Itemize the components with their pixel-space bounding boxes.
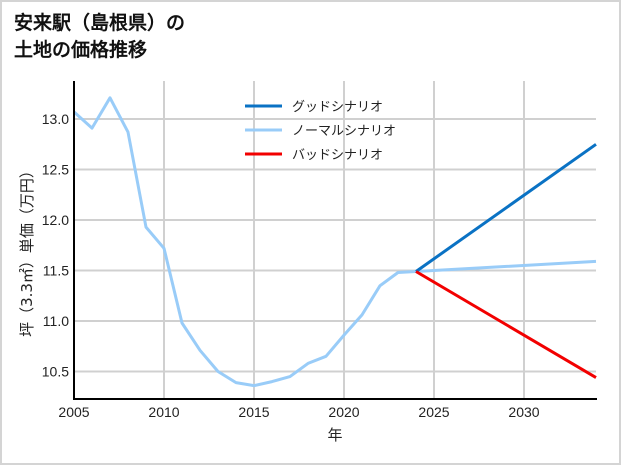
- legend-label: バッドシナリオ: [292, 148, 383, 163]
- x-axis-label: 年: [327, 426, 342, 444]
- x-tick-label: 2020: [328, 404, 359, 420]
- x-tick-label: 2005: [58, 404, 89, 420]
- y-tick-label: 10.5: [42, 364, 69, 380]
- y-tick-labels: 10.5 11.0 11.5 12.0 12.5 13.0: [42, 111, 69, 380]
- x-tick-label: 2025: [418, 404, 449, 420]
- y-axis-label: 坪（3.3㎡）単価（万円）: [18, 163, 36, 337]
- chart-title-line-1: 安来駅（島根県）の: [14, 12, 186, 34]
- y-tick-label: 13.0: [42, 111, 69, 127]
- chart-title: 安来駅（島根県）の 土地の価格推移: [14, 10, 185, 64]
- series-line-1: [72, 96, 597, 388]
- series-line-2: [415, 270, 597, 379]
- legend-label: グッドシナリオ: [292, 100, 383, 115]
- chart-title-line-2: 土地の価格推移: [14, 39, 148, 61]
- series-line-0: [415, 143, 597, 273]
- x-tick-labels: 2005 2010 2015 2020 2025 2030: [58, 404, 539, 420]
- x-tick-label: 2030: [508, 404, 539, 420]
- y-tick-label: 12.5: [42, 162, 69, 178]
- y-tick-label: 11.5: [43, 263, 69, 279]
- gridlines: [73, 81, 596, 399]
- x-tick-label: 2010: [148, 404, 179, 420]
- series-lines: [72, 96, 597, 388]
- axes: [73, 81, 597, 400]
- x-tick-label: 2015: [238, 404, 269, 420]
- legend-label: ノーマルシナリオ: [292, 124, 396, 139]
- y-tick-label: 11.0: [43, 313, 69, 329]
- y-tick-label: 12.0: [42, 212, 69, 228]
